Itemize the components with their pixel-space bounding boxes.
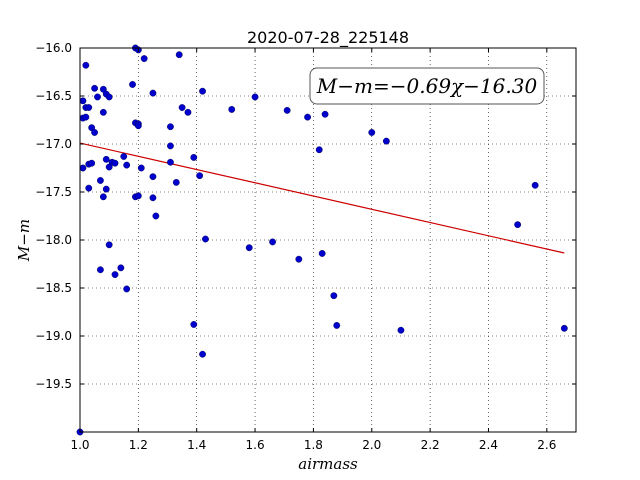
data-point (82, 61, 90, 69)
data-point (184, 108, 192, 116)
data-point (175, 51, 183, 59)
data-point (304, 113, 311, 121)
x-tick-label: 1.0 (70, 438, 89, 452)
data-point (178, 104, 186, 111)
x-tick-label: 1.8 (304, 438, 323, 452)
data-point (97, 177, 104, 184)
chart-title: 2020-07-28_225148 (247, 28, 409, 48)
data-point (315, 146, 323, 154)
data-point (190, 154, 198, 161)
data-point (105, 241, 113, 249)
data-point (167, 158, 174, 166)
data-point (199, 87, 206, 95)
data-point (102, 185, 110, 193)
data-point (382, 137, 390, 145)
axis-ticks (79, 47, 576, 432)
data-point (330, 292, 338, 300)
data-point (120, 153, 128, 160)
data-point (102, 155, 110, 163)
data-point (514, 221, 522, 229)
y-tick-label: −18.5 (35, 281, 72, 295)
data-point (333, 322, 341, 329)
data-point (97, 266, 104, 274)
data-point (149, 173, 157, 181)
x-tick-label: 1.4 (187, 438, 206, 452)
data-point (123, 285, 131, 293)
data-point (79, 97, 87, 105)
data-point (149, 194, 157, 202)
data-point (228, 106, 236, 113)
data-point (251, 93, 259, 101)
y-tick-label: −17.5 (35, 185, 72, 199)
x-axis-label: airmass (298, 455, 358, 473)
equation-annotation: M−m=−0.69χ−16.30 (309, 67, 545, 105)
data-point (85, 184, 93, 192)
data-point (140, 55, 148, 62)
data-point (172, 178, 180, 186)
y-tick-label: −19.0 (35, 329, 72, 343)
data-point (167, 123, 174, 131)
data-point (91, 129, 98, 136)
data-point (199, 350, 206, 358)
y-tick-labels: −16.0 −16.5 −17.0 −17.5 −18.0 −18.5 −19.0 −19.5 (35, 41, 72, 391)
fit-line (79, 142, 565, 254)
data-point (111, 271, 119, 278)
data-point (318, 250, 326, 257)
data-point (85, 104, 93, 111)
data-point (82, 113, 90, 121)
x-tick-label: 1.6 (246, 438, 265, 452)
x-tick-label: 2.6 (537, 438, 556, 452)
y-axis-label: M−m (15, 219, 33, 262)
data-point (283, 107, 291, 114)
data-point (123, 161, 131, 169)
y-tick-label: −18.0 (35, 233, 72, 247)
annotation-box (309, 67, 545, 105)
data-point (295, 255, 303, 263)
y-tick-label: −17.0 (35, 137, 72, 151)
data-point (245, 244, 253, 252)
data-point (321, 110, 329, 118)
data-point (196, 172, 204, 180)
x-tick-labels: 1.0 1.2 1.4 1.6 1.8 2.0 2.2 2.4 2.6 (70, 438, 556, 452)
data-point (94, 93, 101, 101)
data-point (152, 212, 160, 220)
data-point (134, 122, 142, 130)
data-point (531, 181, 539, 189)
data-point (117, 264, 125, 272)
data-point (167, 142, 174, 150)
data-point (368, 129, 376, 136)
data-point (560, 324, 568, 332)
data-points (76, 44, 568, 436)
y-tick-label: −19.5 (35, 377, 72, 391)
data-point (99, 108, 107, 116)
data-point (88, 159, 96, 167)
data-point (190, 321, 198, 328)
x-tick-label: 1.2 (129, 438, 148, 452)
data-point (79, 164, 87, 172)
data-point (105, 93, 113, 101)
data-point (137, 164, 145, 172)
data-point (202, 235, 209, 243)
fit-line-layer (79, 142, 565, 254)
y-tick-label: −16.5 (35, 89, 72, 103)
annotation-text: M−m=−0.69χ−16.30 (316, 74, 538, 98)
data-point (134, 192, 142, 200)
data-point (397, 326, 405, 334)
data-point (111, 159, 119, 167)
data-point (149, 89, 157, 97)
y-tick-label: −16.0 (35, 41, 72, 55)
x-tick-label: 2.4 (479, 438, 498, 452)
data-point (99, 193, 107, 201)
data-point (91, 84, 98, 92)
data-point (129, 81, 136, 88)
data-point (269, 238, 276, 246)
x-tick-label: 2.0 (362, 438, 381, 452)
x-tick-label: 2.2 (421, 438, 440, 452)
